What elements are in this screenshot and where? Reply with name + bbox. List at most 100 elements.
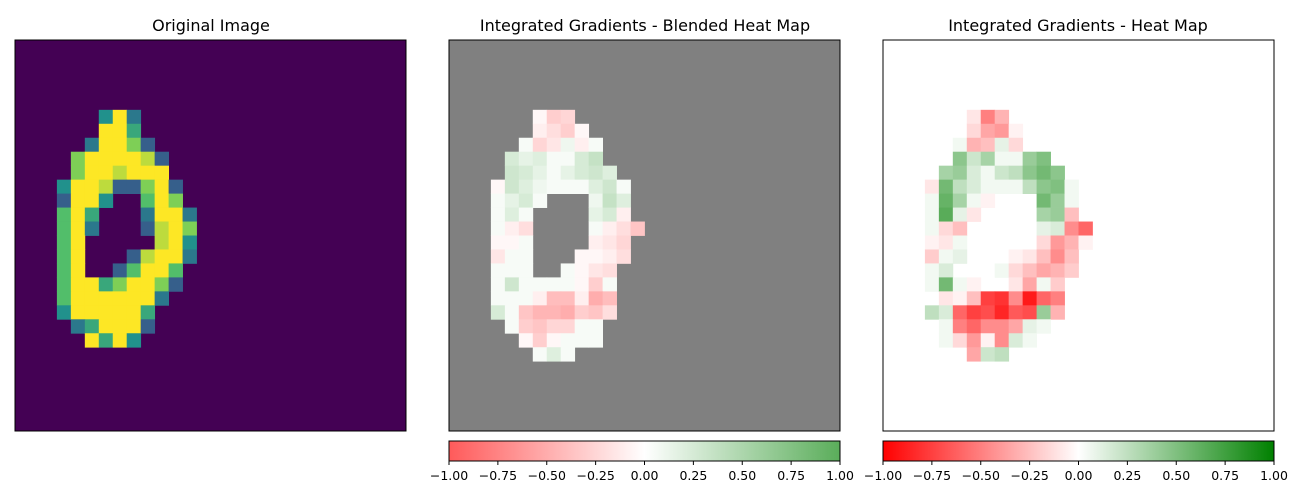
colorbar-tick-label: 1.00 — [1260, 468, 1288, 483]
heatmap-cell — [574, 277, 590, 292]
heatmap-cell — [490, 249, 506, 264]
heatmap-cell — [98, 151, 114, 167]
heatmap-cell — [126, 179, 142, 194]
heatmap-cell — [938, 319, 954, 334]
heatmap-cell — [966, 207, 982, 222]
heatmap-cell — [588, 137, 603, 153]
heatmap-cell — [1036, 193, 1051, 208]
heatmap-cell — [994, 165, 1010, 181]
heatmap-cell — [602, 235, 617, 250]
heatmap-cell — [966, 347, 982, 362]
colorbar-tick-label: −0.25 — [576, 468, 614, 483]
heatmap-cell — [518, 333, 534, 348]
heatmap-cell — [56, 277, 72, 292]
heatmap-cell — [1022, 319, 1037, 334]
heatmap-cell — [140, 193, 156, 208]
heatmap-cell — [84, 291, 100, 306]
heatmap-cell — [1036, 291, 1051, 306]
heatmap-cell — [518, 305, 534, 320]
heatmap-cell — [98, 291, 114, 306]
heatmap-cell — [560, 319, 576, 334]
heatmap-cell — [952, 277, 968, 292]
heatmap-cell — [560, 137, 576, 153]
heatmap-cell — [126, 263, 142, 278]
heatmap-cell — [504, 249, 520, 264]
heatmap-cell — [140, 305, 156, 320]
heatmap-cell — [1008, 179, 1024, 194]
heatmap-cell — [602, 277, 617, 292]
heatmap-cell — [84, 319, 100, 334]
colorbar-gradient — [448, 440, 841, 462]
heatmap-cell — [980, 193, 996, 208]
heatmap-cell — [980, 165, 996, 181]
heatmap-cell — [616, 193, 631, 208]
heatmap-cell — [112, 291, 128, 306]
heatmap-cell — [56, 179, 72, 194]
heatmap-cell — [938, 305, 954, 320]
heatmap-cell — [966, 165, 982, 181]
heatmap-cell — [1064, 193, 1079, 208]
heatmap-cell — [1036, 277, 1051, 292]
heatmap-cell — [938, 221, 954, 236]
heatmap-cell — [1022, 263, 1037, 278]
heatmap-cell — [938, 291, 954, 306]
heatmap-cell — [560, 179, 576, 194]
heatmap-cell — [588, 249, 603, 264]
heatmap-cell — [112, 333, 128, 348]
heatmap-cell — [602, 221, 617, 236]
heatmap-cell — [952, 235, 968, 250]
heatmap-cell — [924, 305, 940, 320]
heatmap-cell — [1022, 333, 1037, 348]
heatmap-cell — [518, 221, 534, 236]
heatmap-cell — [994, 291, 1010, 306]
heatmap-cell — [70, 249, 86, 264]
heatmap-cell — [980, 291, 996, 306]
colorbar-tick-label: 0.75 — [1211, 468, 1239, 483]
heatmap-cell — [924, 179, 940, 194]
colorbar-tick-label: 0.25 — [679, 468, 707, 483]
heatmap-cell — [980, 123, 996, 139]
heatmap-cell — [490, 179, 506, 194]
heatmap-cell — [952, 207, 968, 222]
heatmap-cell — [1050, 291, 1065, 306]
heatmap-cell — [924, 277, 940, 292]
heatmap-cell — [588, 165, 603, 181]
heatmap-cell — [994, 109, 1010, 125]
heatmap-cell — [1064, 221, 1079, 236]
heatmap-cell — [56, 263, 72, 278]
heatmap-cell — [84, 137, 100, 153]
heatmap-cells — [449, 40, 840, 431]
colorbar-gradient — [882, 440, 1275, 462]
heatmap-cell — [182, 221, 197, 236]
heatmap-cell — [924, 207, 940, 222]
heatmap-cell — [980, 109, 996, 125]
colorbar-tick-label: 1.00 — [826, 468, 854, 483]
heatmap-cell — [168, 179, 183, 194]
heatmap-cell — [56, 291, 72, 306]
heatmap-cell — [1064, 249, 1079, 264]
heatmap-cell — [154, 179, 169, 194]
heatmap-cell — [56, 193, 72, 208]
colorbar-tick-label: 0.25 — [1113, 468, 1141, 483]
heatmap-cell — [924, 235, 940, 250]
heatmap-cell — [1050, 249, 1065, 264]
heatmap-cell — [1050, 235, 1065, 250]
heatmap-cell — [574, 305, 590, 320]
heatmap-cell — [1050, 193, 1065, 208]
heatmap-cell — [1008, 263, 1024, 278]
heatmap-cell — [154, 249, 169, 264]
heatmap-cell — [1008, 291, 1024, 306]
heatmap-cell — [588, 319, 603, 334]
heatmap-cell — [532, 305, 548, 320]
heatmap-cell — [154, 165, 169, 181]
heatmap-cell — [966, 109, 982, 125]
heatmap-cell — [112, 305, 128, 320]
heatmap-cell — [630, 221, 645, 236]
heatmap-cell — [140, 291, 156, 306]
heatmap-cell — [70, 151, 86, 167]
heatmap-cell — [952, 179, 968, 194]
heatmap-cell — [518, 137, 534, 153]
heatmap-cell — [504, 291, 520, 306]
heatmap-cell — [1022, 277, 1037, 292]
heatmap-cell — [560, 347, 576, 362]
